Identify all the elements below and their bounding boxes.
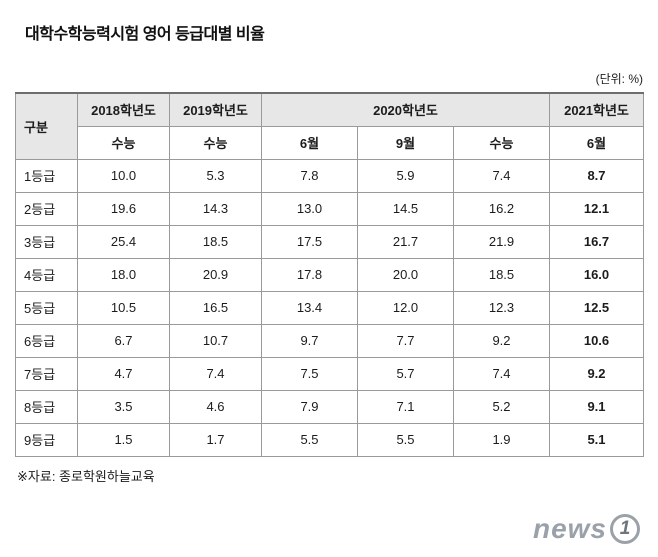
data-cell: 5.2: [453, 389, 550, 424]
unit-note: (단위: %): [595, 72, 643, 86]
data-cell: 3.5: [77, 389, 170, 424]
news1-logo-text: news: [532, 513, 607, 544]
data-cell: 6.7: [77, 323, 170, 358]
data-cell: 12.3: [453, 290, 550, 325]
data-cell: 13.4: [261, 290, 358, 325]
table-row: 5등급 10.5 16.5 13.4 12.0 12.3 12.5: [15, 290, 644, 325]
row-label: 7등급: [15, 356, 78, 391]
row-label: 1등급: [15, 158, 78, 193]
data-cell: 20.0: [357, 257, 454, 292]
page-title: 대학수학능력시험 영어 등급대별 비율: [25, 26, 265, 43]
data-cell: 12.0: [357, 290, 454, 325]
data-cell: 10.0: [77, 158, 170, 193]
grade-table: 구분 2018학년도 2019학년도 2020학년도 2021학년도 수능 수능 6월 9월 수능…: [15, 92, 644, 457]
table-row: 9등급 1.5 1.7 5.5 5.5 1.9 5.1: [15, 422, 644, 457]
data-cell: 17.8: [261, 257, 358, 292]
data-cell: 7.1: [357, 389, 454, 424]
year-header: 2021학년도: [549, 92, 644, 127]
data-cell: 7.5: [261, 356, 358, 391]
data-cell: 16.7: [549, 224, 644, 259]
data-cell: 5.9: [357, 158, 454, 193]
sub-header: 6월: [261, 125, 358, 160]
data-cell: 12.5: [549, 290, 644, 325]
table-row: 7등급 4.7 7.4 7.5 5.7 7.4 9.2: [15, 356, 644, 391]
news1-logo-circle-icon: 1: [610, 514, 640, 544]
data-cell: 12.1: [549, 191, 644, 226]
data-cell: 17.5: [261, 224, 358, 259]
data-cell: 5.3: [169, 158, 262, 193]
data-cell: 9.7: [261, 323, 358, 358]
data-cell: 10.7: [169, 323, 262, 358]
news1-logo: news 1: [533, 513, 640, 545]
sub-header: 6월: [549, 125, 644, 160]
data-cell: 18.0: [77, 257, 170, 292]
source-note: ※자료: 종로학원하늘교육: [17, 468, 155, 484]
data-cell: 14.5: [357, 191, 454, 226]
table-row: 8등급 3.5 4.6 7.9 7.1 5.2 9.1: [15, 389, 644, 424]
data-cell: 21.7: [357, 224, 454, 259]
data-cell: 16.0: [549, 257, 644, 292]
table-body: 1등급 10.0 5.3 7.8 5.9 7.4 8.7 2등급 19.6 14.3 13.0 14.…: [15, 158, 644, 457]
data-cell: 4.6: [169, 389, 262, 424]
data-cell: 5.5: [261, 422, 358, 457]
data-cell: 8.7: [549, 158, 644, 193]
data-cell: 19.6: [77, 191, 170, 226]
row-label: 9등급: [15, 422, 78, 457]
data-cell: 1.5: [77, 422, 170, 457]
table-header: 구분 2018학년도 2019학년도 2020학년도 2021학년도 수능 수능 6월 9월 수능…: [15, 92, 644, 160]
data-cell: 18.5: [453, 257, 550, 292]
data-cell: 1.7: [169, 422, 262, 457]
data-cell: 10.5: [77, 290, 170, 325]
data-cell: 16.2: [453, 191, 550, 226]
table-row: 3등급 25.4 18.5 17.5 21.7 21.9 16.7: [15, 224, 644, 259]
data-cell: 7.4: [169, 356, 262, 391]
data-cell: 21.9: [453, 224, 550, 259]
sub-header: 수능: [169, 125, 262, 160]
data-cell: 14.3: [169, 191, 262, 226]
data-cell: 9.2: [453, 323, 550, 358]
row-label: 5등급: [15, 290, 78, 325]
table-row: 1등급 10.0 5.3 7.8 5.9 7.4 8.7: [15, 158, 644, 193]
sub-header: 수능: [77, 125, 170, 160]
data-cell: 9.1: [549, 389, 644, 424]
data-cell: 5.1: [549, 422, 644, 457]
corner-header: 구분: [15, 92, 78, 160]
row-label: 8등급: [15, 389, 78, 424]
page: 대학수학능력시험 영어 등급대별 비율 (단위: %) 구분 2018학년도 201…: [15, 26, 644, 484]
data-cell: 9.2: [549, 356, 644, 391]
year-header: 2018학년도: [77, 92, 170, 127]
row-label: 3등급: [15, 224, 78, 259]
data-cell: 5.7: [357, 356, 454, 391]
data-cell: 18.5: [169, 224, 262, 259]
data-cell: 25.4: [77, 224, 170, 259]
data-cell: 16.5: [169, 290, 262, 325]
year-header: 2020학년도: [261, 92, 550, 127]
data-cell: 1.9: [453, 422, 550, 457]
table-row: 2등급 19.6 14.3 13.0 14.5 16.2 12.1: [15, 191, 644, 226]
data-cell: 7.4: [453, 158, 550, 193]
data-cell: 7.7: [357, 323, 454, 358]
table-row: 6등급 6.7 10.7 9.7 7.7 9.2 10.6: [15, 323, 644, 358]
sub-header: 9월: [357, 125, 454, 160]
data-cell: 20.9: [169, 257, 262, 292]
year-header: 2019학년도: [169, 92, 262, 127]
row-label: 2등급: [15, 191, 78, 226]
row-label: 4등급: [15, 257, 78, 292]
data-cell: 5.5: [357, 422, 454, 457]
news1-logo-digit: 1: [619, 518, 631, 539]
data-cell: 4.7: [77, 356, 170, 391]
row-label: 6등급: [15, 323, 78, 358]
data-cell: 7.9: [261, 389, 358, 424]
sub-header: 수능: [453, 125, 550, 160]
data-cell: 7.8: [261, 158, 358, 193]
data-cell: 7.4: [453, 356, 550, 391]
table-row: 4등급 18.0 20.9 17.8 20.0 18.5 16.0: [15, 257, 644, 292]
data-cell: 13.0: [261, 191, 358, 226]
data-cell: 10.6: [549, 323, 644, 358]
